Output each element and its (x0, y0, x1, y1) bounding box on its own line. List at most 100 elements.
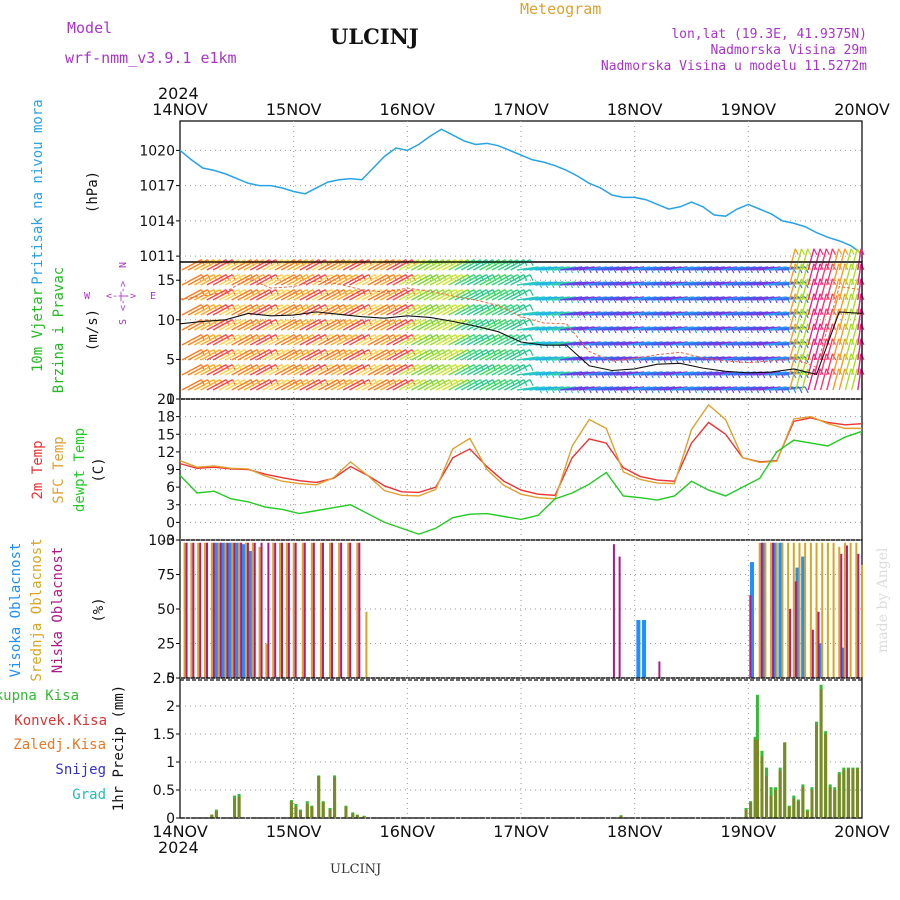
wind-barb (547, 296, 570, 301)
wind-barb (336, 349, 357, 361)
wind-barb (274, 379, 295, 391)
wind-barb (746, 311, 769, 316)
wind-barb (733, 386, 756, 391)
wind-barb (634, 296, 657, 301)
wind-barb (411, 364, 432, 376)
wind-barb (653, 311, 676, 316)
freezing-precip-bar (749, 802, 753, 818)
wind-barb (466, 379, 487, 391)
wind-barb (218, 379, 239, 391)
wind-barb (473, 304, 494, 316)
wind-barb (819, 248, 827, 271)
wind-barb (795, 293, 803, 316)
wind-barb (225, 289, 246, 301)
wind-barb (497, 364, 518, 376)
wind-barb (349, 364, 370, 376)
high-cloud-bar (840, 647, 845, 678)
freezing-precip-bar (815, 725, 819, 818)
wind-barb (597, 281, 620, 286)
wind-barb (758, 341, 781, 346)
wind-barb (857, 353, 862, 376)
wind-barb (603, 371, 626, 376)
wind-barb (832, 248, 840, 271)
temp-ylabel-1: 2m Temp (30, 440, 46, 499)
wind-barb (305, 334, 326, 346)
mid-cloud-bar (787, 542, 790, 678)
wind-barb (460, 274, 481, 286)
freezing-precip-bar (294, 806, 298, 818)
wind-barb-flag (825, 248, 830, 256)
wind-barb (454, 274, 475, 286)
wind-barb (212, 334, 233, 346)
wind-barb (702, 311, 725, 316)
wind-barb (529, 341, 552, 346)
wind-barb (336, 334, 357, 346)
wind-barb (311, 364, 332, 376)
compass-w: W (84, 291, 91, 302)
wind-barb (609, 266, 632, 271)
wind-barb (665, 311, 688, 316)
low-cloud-bar (267, 542, 270, 678)
high-cloud-bar (750, 562, 755, 678)
wind-barb (473, 259, 494, 271)
wind-barb (838, 368, 846, 391)
low-cloud-bar (226, 542, 229, 678)
wind-barb (702, 281, 725, 286)
mid-cloud-bar (770, 542, 773, 678)
wind-barb (516, 386, 539, 391)
low-cloud-bar (794, 581, 797, 678)
wind-barb (448, 379, 469, 391)
wind-barb (572, 356, 595, 361)
wind-barb (813, 368, 821, 391)
wind-barb (342, 304, 363, 316)
wind-barb (392, 304, 413, 316)
wind-barb (591, 341, 614, 346)
wind-barb (566, 356, 589, 361)
mid-cloud-bar (310, 542, 313, 678)
wind-barb (777, 311, 800, 316)
wind-barb (417, 334, 438, 346)
wind-barb (491, 289, 512, 301)
wind-barb (231, 334, 252, 346)
mid-cloud-bar (301, 542, 304, 678)
model-altitude-label: Nadmorska Visina u modelu 11.5272m (601, 59, 867, 74)
wind-barb (510, 319, 531, 331)
wind-barb (603, 386, 626, 391)
wind-barb (311, 274, 332, 286)
wind-barb (473, 364, 494, 376)
wind-barb (764, 386, 787, 391)
temp-ylabel-2: SFC Temp (51, 436, 67, 503)
wind-barb (293, 304, 314, 316)
wind-barb (764, 341, 787, 346)
model-label: Model (67, 19, 112, 37)
wind-barb (442, 259, 463, 271)
wind-barb (460, 334, 481, 346)
wind-barb (572, 281, 595, 286)
wind-barb (448, 304, 469, 316)
wind-barb (646, 386, 669, 391)
wind-barb (249, 274, 270, 286)
wind-barb (349, 349, 370, 361)
bottom-tick-label: 16NOV (380, 822, 436, 841)
wind-barb (491, 379, 512, 391)
wind-barb (355, 349, 376, 361)
wind-barb (721, 356, 744, 361)
wind-barb (243, 289, 264, 301)
wind-barb (225, 379, 246, 391)
wind-barb (256, 304, 277, 316)
wind-barb (181, 259, 202, 271)
wind-barb (671, 296, 694, 301)
wind-barb (541, 356, 564, 361)
wind-barb-flag (813, 248, 818, 256)
wind-barb (311, 334, 332, 346)
wind-barb-flag (844, 248, 849, 256)
wind-barb (721, 281, 744, 286)
wind-barb (739, 311, 762, 316)
wind-barb (305, 364, 326, 376)
wind-barb (516, 266, 539, 271)
wind-barb (857, 308, 862, 331)
wind-barb (758, 326, 781, 331)
wind-barb (819, 368, 827, 391)
wind-barb (435, 289, 456, 301)
wind-barb (256, 379, 277, 391)
